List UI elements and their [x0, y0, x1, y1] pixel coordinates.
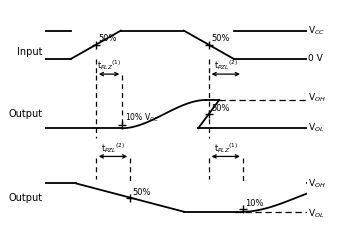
Text: 50%: 50%: [211, 34, 230, 43]
Text: V$_{CC}$: V$_{CC}$: [308, 24, 325, 37]
Text: t$_{PLZ}$$^{(1)}$: t$_{PLZ}$$^{(1)}$: [97, 58, 121, 72]
Text: t$_{PLZ}$$^{(1)}$: t$_{PLZ}$$^{(1)}$: [214, 141, 238, 155]
Text: 50%: 50%: [133, 188, 151, 197]
Text: t$_{PZL}$$^{(2)}$: t$_{PZL}$$^{(2)}$: [214, 58, 238, 72]
Text: 0 V: 0 V: [308, 54, 323, 63]
Text: Output: Output: [8, 193, 42, 203]
Text: Output: Output: [8, 109, 42, 119]
Text: V$_{OL}$: V$_{OL}$: [308, 122, 325, 134]
Text: 50%: 50%: [211, 104, 230, 113]
Text: 10%: 10%: [245, 199, 264, 208]
Text: V$_{OL}$: V$_{OL}$: [308, 208, 325, 220]
Text: t$_{PZL}$$^{(2)}$: t$_{PZL}$$^{(2)}$: [101, 141, 125, 155]
Text: V$_{OH}$: V$_{OH}$: [308, 177, 326, 190]
Text: Input: Input: [17, 47, 42, 57]
Text: V$_{OH}$: V$_{OH}$: [308, 91, 326, 104]
Text: 50%: 50%: [99, 34, 117, 43]
Text: 10% V$_{CC}$: 10% V$_{CC}$: [125, 112, 159, 124]
